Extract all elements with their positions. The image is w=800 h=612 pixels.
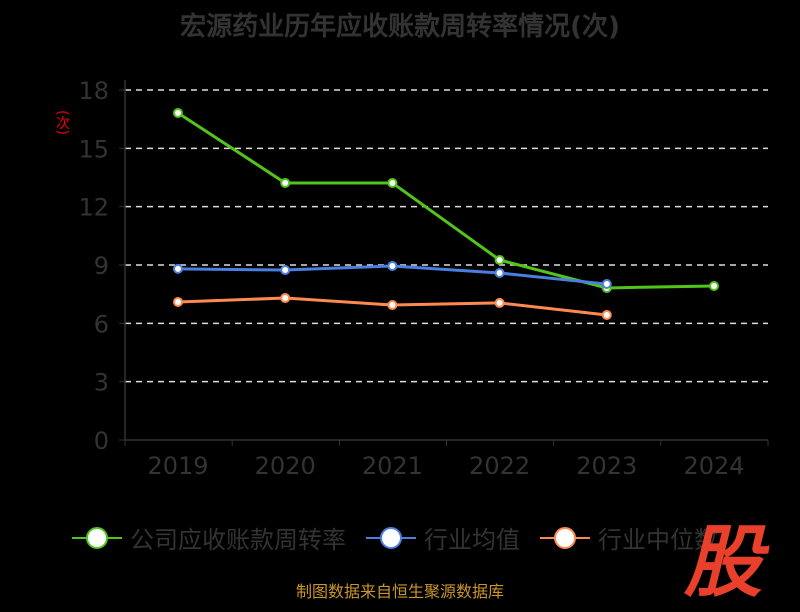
x-tick-label: 2019 xyxy=(147,452,208,480)
data-point xyxy=(173,107,183,118)
data-point xyxy=(387,177,398,188)
y-axis-label: (次) xyxy=(54,110,70,135)
legend-symbol-icon xyxy=(366,526,416,550)
y-tick-label: 0 xyxy=(94,427,109,455)
data-point xyxy=(709,281,719,291)
x-tick-label: 2024 xyxy=(683,452,744,480)
legend-symbol-icon xyxy=(72,526,122,550)
legend: 公司应收账款周转率 行业均值 行业中位数 xyxy=(72,520,718,555)
y-tick-label: 12 xyxy=(78,194,109,222)
y-tick-label: 15 xyxy=(78,135,109,163)
chart-title: 宏源药业历年应收账款周转率情况(次) xyxy=(180,12,620,42)
legend-item[interactable]: 公司应收账款周转率 xyxy=(72,520,346,555)
series-line xyxy=(177,111,715,290)
y-tick-label: 9 xyxy=(94,252,109,280)
data-point xyxy=(387,300,398,311)
data-point xyxy=(173,296,183,307)
legend-label: 行业中位数 xyxy=(598,526,718,554)
x-tick-label: 2022 xyxy=(469,452,530,480)
data-point xyxy=(601,279,612,290)
data-point xyxy=(280,265,291,276)
data-point xyxy=(173,263,183,274)
legend-label: 行业均值 xyxy=(424,526,520,554)
x-tick-label: 2023 xyxy=(576,452,637,480)
data-point xyxy=(280,293,291,304)
legend-symbol-icon xyxy=(540,526,590,550)
data-point xyxy=(601,309,612,320)
data-point xyxy=(494,267,505,278)
data-point xyxy=(494,297,505,308)
data-point xyxy=(494,254,505,265)
y-tick-label: 6 xyxy=(94,310,109,338)
legend-label: 公司应收账款周转率 xyxy=(130,526,346,554)
data-point xyxy=(387,260,398,271)
logo: 股 xyxy=(684,518,763,608)
legend-item[interactable]: 行业中位数 xyxy=(540,520,718,555)
y-tick-label: 18 xyxy=(78,77,109,105)
data-point xyxy=(280,177,291,188)
x-tick-label: 2021 xyxy=(362,452,423,480)
legend-item[interactable]: 行业均值 xyxy=(366,520,520,555)
source-note: 制图数据来自恒生聚源数据库 xyxy=(295,582,504,601)
y-tick-label: 3 xyxy=(94,369,109,397)
x-tick-label: 2020 xyxy=(255,452,316,480)
